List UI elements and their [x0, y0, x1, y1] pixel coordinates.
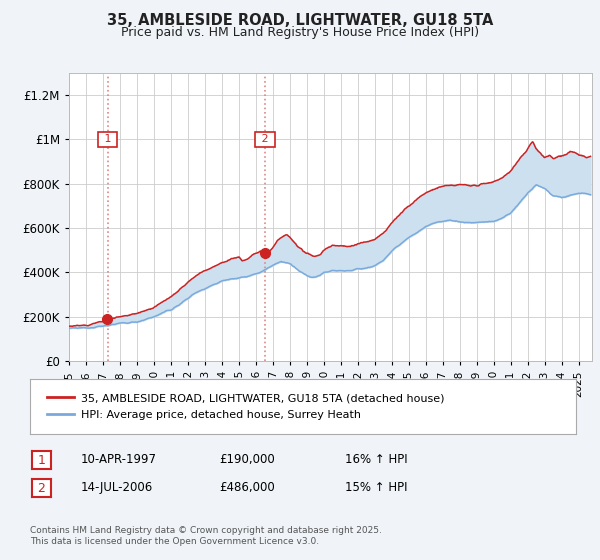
Text: 2: 2 — [258, 134, 272, 144]
Text: Price paid vs. HM Land Registry's House Price Index (HPI): Price paid vs. HM Land Registry's House … — [121, 26, 479, 39]
Text: £486,000: £486,000 — [219, 480, 275, 494]
Text: Contains HM Land Registry data © Crown copyright and database right 2025.
This d: Contains HM Land Registry data © Crown c… — [30, 526, 382, 546]
Legend: 35, AMBLESIDE ROAD, LIGHTWATER, GU18 5TA (detached house), HPI: Average price, d: 35, AMBLESIDE ROAD, LIGHTWATER, GU18 5TA… — [42, 389, 449, 424]
Text: 16% ↑ HPI: 16% ↑ HPI — [345, 452, 407, 466]
Text: 14-JUL-2006: 14-JUL-2006 — [81, 480, 153, 494]
Text: 1: 1 — [37, 454, 46, 466]
Text: 35, AMBLESIDE ROAD, LIGHTWATER, GU18 5TA: 35, AMBLESIDE ROAD, LIGHTWATER, GU18 5TA — [107, 13, 493, 27]
Text: 15% ↑ HPI: 15% ↑ HPI — [345, 480, 407, 494]
Text: 2: 2 — [37, 482, 46, 494]
Text: 10-APR-1997: 10-APR-1997 — [81, 452, 157, 466]
Text: £190,000: £190,000 — [219, 452, 275, 466]
Text: 1: 1 — [101, 134, 115, 144]
